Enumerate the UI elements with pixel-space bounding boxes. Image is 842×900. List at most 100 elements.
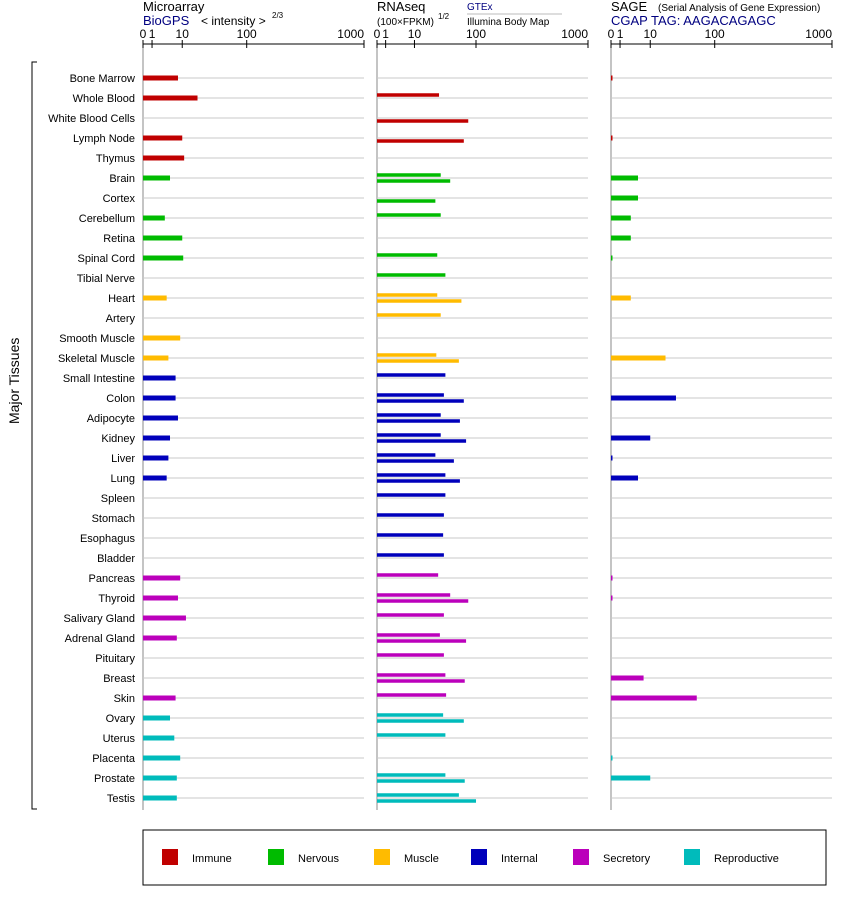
bar-rnaseq-1 <box>377 793 459 797</box>
bar-rnaseq-1 <box>377 293 438 297</box>
bar-rnaseq-1 <box>377 533 444 537</box>
legend-label-nervous: Nervous <box>298 853 339 865</box>
bar-rnaseq-1 <box>377 713 444 717</box>
bar-microarray-0 <box>143 295 167 301</box>
sage-title: SAGE <box>611 0 647 14</box>
tissue-label: Pancreas <box>89 573 136 585</box>
tissue-label: Bone Marrow <box>70 73 135 85</box>
bar-microarray-0 <box>143 435 171 441</box>
tissue-label: Prostate <box>94 773 135 785</box>
tissue-label: Skin <box>114 693 135 705</box>
tissue-label: Tibial Nerve <box>77 273 135 285</box>
bar-sage-3 <box>611 575 613 581</box>
gtex-label: GTEx <box>467 2 493 13</box>
tissue-label: Smooth Muscle <box>59 333 135 345</box>
bar-sage-3 <box>611 175 639 181</box>
tissue-label: Kidney <box>101 433 135 445</box>
sage-tick-label: 0 <box>608 27 615 41</box>
tissue-label: Ovary <box>106 713 136 725</box>
bars <box>143 75 697 803</box>
bar-rnaseq-1 <box>377 213 441 217</box>
microarray-scale-exp: 2/3 <box>272 11 284 20</box>
rnaseq-tick-label: 100 <box>466 27 486 41</box>
bar-rnaseq-1 <box>377 413 441 417</box>
bar-rnaseq-1 <box>377 513 444 517</box>
sage-tick-label: 1000 <box>805 27 832 41</box>
tissue-label: Pituitary <box>95 653 135 665</box>
tissue-label: Thyroid <box>98 593 135 605</box>
legend-swatch-internal <box>471 849 487 865</box>
tissue-label: Esophagus <box>80 533 136 545</box>
bar-sage-3 <box>611 475 639 481</box>
cgap-label: CGAP TAG: AAGACAGAGC <box>611 13 776 28</box>
bar-rnaseq-1 <box>377 493 446 497</box>
bar-rnaseq-1 <box>377 593 451 597</box>
rnaseq-tick-label: 0 <box>374 27 381 41</box>
bar-rnaseq-1 <box>377 93 440 97</box>
bar-microarray-0 <box>143 635 177 641</box>
bar-rnaseq-2 <box>377 119 469 123</box>
bar-rnaseq-2 <box>377 599 469 603</box>
bar-rnaseq-1 <box>377 393 444 397</box>
tissue-label: Bladder <box>97 553 135 565</box>
group-label: Major Tissues <box>6 338 22 424</box>
legend-label-muscle: Muscle <box>404 853 439 865</box>
bar-rnaseq-1 <box>377 473 446 477</box>
bar-rnaseq-2 <box>377 639 467 643</box>
bar-rnaseq-1 <box>377 773 446 777</box>
bar-rnaseq-2 <box>377 439 467 443</box>
illumina-label: Illumina Body Map <box>467 17 550 28</box>
microarray-scale-label: < intensity > <box>201 14 266 28</box>
bar-microarray-0 <box>143 215 165 221</box>
tissue-label: Whole Blood <box>73 93 135 105</box>
bar-sage-3 <box>611 195 639 201</box>
bar-rnaseq-1 <box>377 553 444 557</box>
legend-swatch-nervous <box>268 849 284 865</box>
bar-sage-3 <box>611 755 613 761</box>
sage-subtitle: (Serial Analysis of Gene Expression) <box>658 3 820 14</box>
tissue-label: Uterus <box>103 733 136 745</box>
legend: Immune Nervous Muscle Internal Secretory Repr… <box>162 849 779 865</box>
bar-microarray-0 <box>143 255 184 261</box>
rnaseq-tick-label: 1 <box>382 27 389 41</box>
bar-rnaseq-1 <box>377 733 446 737</box>
microarray-tick-label: 0 <box>140 27 147 41</box>
bar-rnaseq-1 <box>377 253 438 257</box>
sage-tick-label: 10 <box>644 27 658 41</box>
bar-microarray-0 <box>143 475 167 481</box>
tissue-label: Brain <box>109 173 135 185</box>
tissue-label: Stomach <box>92 513 135 525</box>
rnaseq-tick-label: 10 <box>408 27 422 41</box>
legend-label-reproductive: Reproductive <box>714 853 779 865</box>
bar-rnaseq-1 <box>377 173 441 177</box>
tissue-label: Liver <box>111 453 135 465</box>
bar-rnaseq-2 <box>377 299 462 303</box>
bar-microarray-0 <box>143 775 177 781</box>
bar-rnaseq-1 <box>377 573 439 577</box>
group-bracket <box>31 61 37 810</box>
legend-label-secretory: Secretory <box>603 853 651 865</box>
bar-rnaseq-2 <box>377 139 464 143</box>
bar-rnaseq-2 <box>377 199 436 203</box>
bar-rnaseq-2 <box>377 679 465 683</box>
microarray-tick-label: 100 <box>237 27 257 41</box>
tissue-label: Heart <box>108 293 135 305</box>
tissue-label: White Blood Cells <box>48 113 135 125</box>
bar-microarray-0 <box>143 455 169 461</box>
legend-swatch-immune <box>162 849 178 865</box>
tissue-label: Lymph Node <box>73 133 135 145</box>
bar-rnaseq-1 <box>377 433 441 437</box>
bar-microarray-0 <box>143 795 177 801</box>
tissue-label: Testis <box>107 793 136 805</box>
bar-rnaseq-1 <box>377 693 447 697</box>
bar-rnaseq-1 <box>377 373 446 377</box>
microarray-tick-label: 1000 <box>337 27 364 41</box>
legend-swatch-muscle <box>374 849 390 865</box>
tissue-label: Thymus <box>96 153 136 165</box>
bar-microarray-0 <box>143 735 175 741</box>
bar-rnaseq-1 <box>377 273 446 277</box>
legend-swatch-secretory <box>573 849 589 865</box>
bar-rnaseq-2 <box>377 399 464 403</box>
bar-microarray-0 <box>143 75 178 81</box>
